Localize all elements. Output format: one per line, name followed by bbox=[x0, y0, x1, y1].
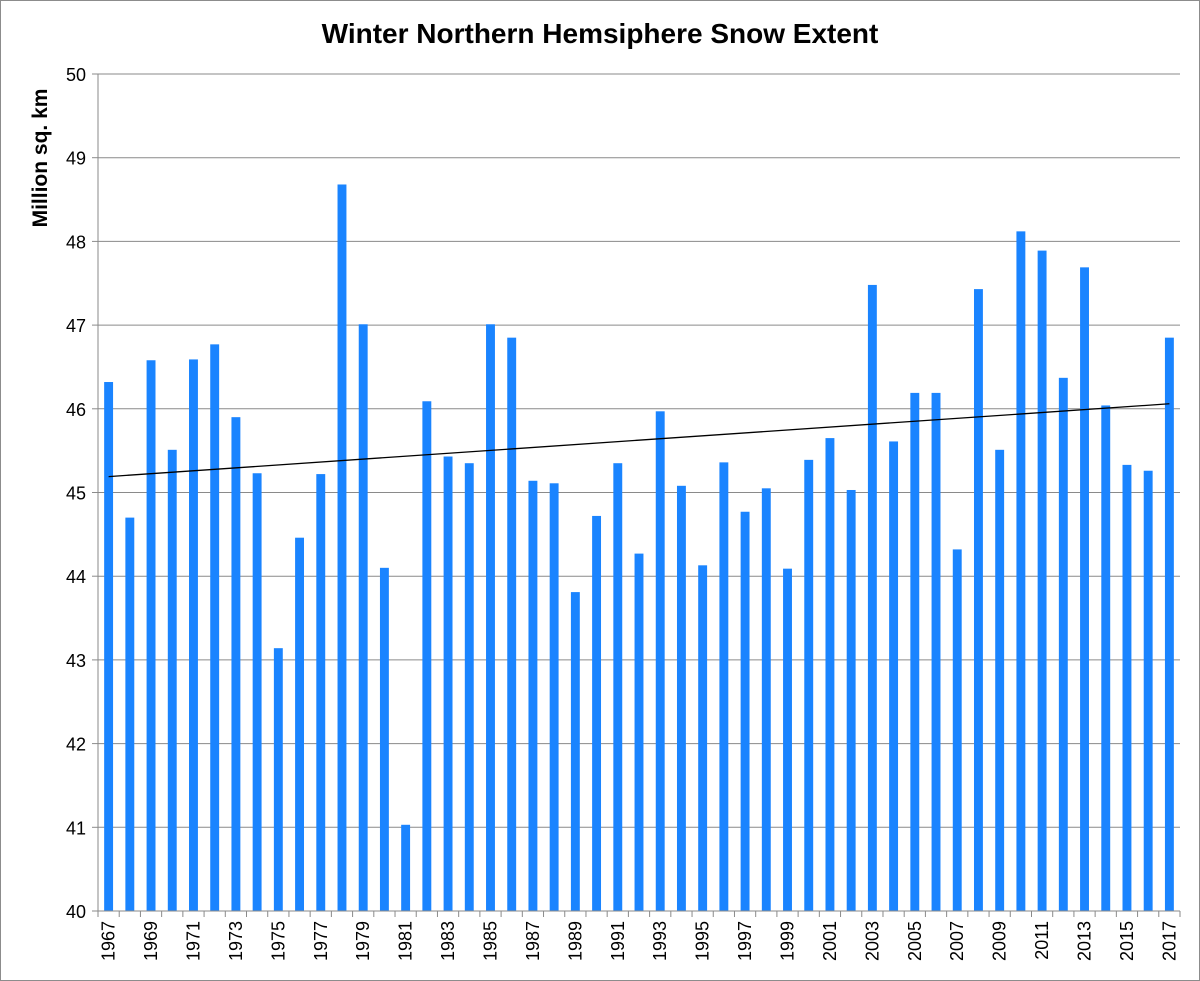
x-tick-label: 1987 bbox=[523, 921, 543, 961]
bar bbox=[634, 553, 644, 911]
bar bbox=[231, 417, 241, 911]
bar bbox=[1164, 337, 1174, 911]
y-tick-label: 50 bbox=[66, 65, 86, 85]
x-tick-label: 1969 bbox=[141, 921, 161, 961]
x-tick-label: 1973 bbox=[226, 921, 246, 961]
x-tick-label: 1989 bbox=[565, 921, 585, 961]
bar bbox=[549, 483, 559, 911]
x-tick-label: 1983 bbox=[438, 921, 458, 961]
bar bbox=[379, 567, 389, 911]
bar bbox=[910, 392, 920, 912]
y-tick-label: 45 bbox=[66, 484, 86, 504]
y-tick-label: 46 bbox=[66, 400, 86, 420]
x-tick-label: 2017 bbox=[1159, 921, 1179, 961]
bar bbox=[1080, 267, 1089, 911]
bar bbox=[570, 592, 580, 911]
bar bbox=[464, 463, 474, 911]
chart-title: Winter Northern Hemsiphere Snow Extent bbox=[321, 18, 879, 49]
bar bbox=[316, 474, 326, 911]
x-tick-label: 2013 bbox=[1075, 921, 1095, 961]
x-tick-labels: 1967 1969 1971 1973 1975 1977 1979 1981 1983 1985… bbox=[99, 921, 1180, 961]
x-tick-label: 1997 bbox=[735, 921, 755, 961]
bar bbox=[528, 480, 538, 911]
y-tick-label: 44 bbox=[66, 567, 86, 587]
bar bbox=[337, 184, 347, 911]
x-tick-label: 1993 bbox=[650, 921, 670, 961]
bar bbox=[422, 401, 432, 911]
bar bbox=[358, 324, 368, 911]
y-tick-label: 43 bbox=[66, 651, 86, 671]
bar bbox=[1122, 464, 1132, 911]
bar bbox=[1016, 231, 1026, 911]
x-tick-label: 2007 bbox=[947, 921, 967, 961]
x-tick-label: 1979 bbox=[353, 921, 373, 961]
y-tick-label: 42 bbox=[66, 735, 86, 755]
y-tick-label: 49 bbox=[66, 149, 86, 169]
x-tick-label: 1967 bbox=[99, 921, 119, 961]
bar bbox=[804, 459, 814, 911]
bar bbox=[973, 289, 983, 911]
x-axis-ticks bbox=[97, 911, 1181, 917]
bar bbox=[846, 489, 856, 911]
bar bbox=[889, 441, 899, 911]
bar bbox=[719, 462, 729, 911]
x-tick-label: 2011 bbox=[1032, 921, 1052, 960]
bar bbox=[486, 324, 495, 911]
x-tick-label: 1971 bbox=[183, 921, 203, 961]
bar bbox=[507, 337, 517, 911]
bar bbox=[125, 517, 135, 911]
bar bbox=[825, 438, 835, 911]
x-tick-label: 1985 bbox=[480, 921, 500, 961]
y-axis-title: Million sq. km bbox=[29, 89, 52, 228]
bar bbox=[104, 382, 114, 911]
bar bbox=[655, 411, 665, 911]
x-tick-label: 1991 bbox=[608, 921, 628, 961]
x-tick-label: 2015 bbox=[1117, 921, 1137, 961]
y-tick-label: 48 bbox=[66, 232, 86, 252]
bar bbox=[592, 515, 602, 911]
x-tick-label: 2005 bbox=[905, 921, 925, 961]
bars bbox=[104, 184, 1174, 912]
bar bbox=[613, 463, 623, 911]
x-tick-label: 1999 bbox=[778, 921, 798, 961]
bar bbox=[783, 568, 792, 911]
x-tick-label: 1995 bbox=[693, 921, 713, 961]
bar bbox=[952, 549, 962, 911]
bar bbox=[867, 284, 877, 911]
bar bbox=[189, 359, 198, 911]
bar bbox=[1143, 470, 1153, 911]
x-tick-label: 2009 bbox=[990, 921, 1010, 961]
x-tick-label: 2003 bbox=[862, 921, 882, 961]
bar bbox=[698, 565, 708, 911]
bar bbox=[167, 449, 177, 911]
y-tick-label: 47 bbox=[66, 316, 86, 336]
y-tick-label: 41 bbox=[66, 818, 86, 838]
bar bbox=[443, 456, 453, 911]
bar bbox=[295, 537, 305, 911]
bar bbox=[995, 449, 1005, 911]
bar bbox=[1058, 377, 1068, 911]
bar bbox=[252, 473, 262, 911]
x-tick-label: 1977 bbox=[311, 921, 331, 961]
bar bbox=[273, 648, 283, 911]
bar bbox=[740, 511, 750, 911]
bar bbox=[146, 360, 156, 911]
x-tick-label: 1981 bbox=[396, 921, 416, 961]
x-tick-label: 1975 bbox=[268, 921, 288, 961]
bar bbox=[1101, 405, 1111, 911]
bar bbox=[210, 344, 220, 911]
y-tick-label: 40 bbox=[66, 902, 86, 922]
bar bbox=[761, 488, 771, 911]
bar bbox=[676, 485, 686, 911]
y-tick-labels: 40 41 42 43 44 45 46 47 48 49 50 bbox=[66, 65, 86, 922]
trend-line bbox=[108, 403, 1170, 478]
bar bbox=[401, 824, 411, 911]
bar bbox=[931, 392, 941, 912]
bar bbox=[1037, 250, 1047, 911]
x-tick-label: 2001 bbox=[820, 921, 840, 961]
